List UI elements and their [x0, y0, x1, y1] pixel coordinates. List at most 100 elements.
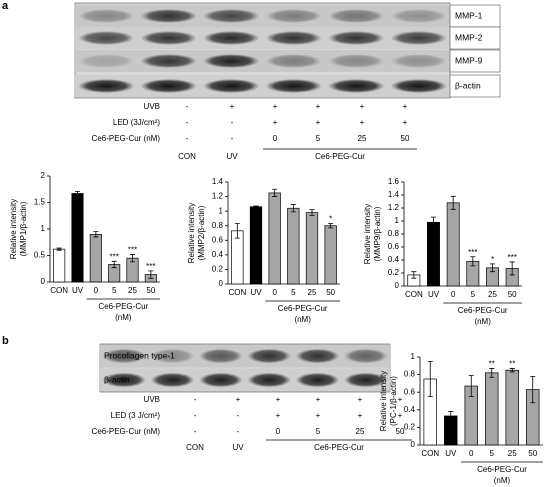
treatment-value: -	[231, 118, 234, 127]
significance-label: *	[329, 215, 332, 224]
bar	[71, 193, 84, 283]
significance-label: ***	[109, 252, 118, 261]
x-group-label: (nM)	[494, 476, 511, 485]
blot-band	[265, 78, 322, 94]
y-tick-label: 0.2	[404, 423, 416, 432]
blot-band	[247, 348, 291, 364]
treatment-label: UVB	[144, 395, 160, 404]
x-tick-label: 5	[291, 288, 296, 297]
blot-band	[78, 78, 135, 94]
blot-label: β-actin	[455, 80, 481, 90]
error-bar	[509, 368, 515, 373]
blot-band	[328, 30, 385, 46]
error-bar	[490, 263, 495, 273]
significance-label: **	[489, 360, 495, 369]
blot-label-box	[449, 49, 501, 73]
error-bar	[111, 260, 117, 269]
y-tick-label: 1.6	[388, 177, 400, 186]
x-tick-label: CON	[421, 449, 439, 458]
error-bar	[468, 375, 474, 397]
blot-band	[140, 30, 197, 46]
y-axis-label: Relative intensity	[363, 204, 372, 264]
x-tick-label: UV	[72, 286, 84, 295]
treatment-value: -	[186, 102, 189, 111]
error-bar	[290, 204, 296, 213]
y-tick-label: 0.6	[212, 235, 224, 244]
error-bar	[411, 271, 417, 279]
blot-band	[390, 30, 447, 46]
x-tick-label: 25	[488, 290, 497, 299]
blot-band	[203, 53, 260, 69]
x-tick-label: UV	[250, 288, 262, 297]
y-tick-label: 0	[219, 279, 224, 288]
error-bar	[272, 188, 278, 197]
y-tick-label: 0.2	[388, 268, 400, 277]
error-bar	[450, 195, 456, 210]
error-bar	[489, 368, 495, 378]
y-tick-label: 0.8	[404, 370, 416, 379]
y-axis-label: Relative intensity	[187, 203, 196, 263]
treatment-value: +	[360, 118, 365, 127]
y-tick-label: 0.4	[404, 405, 416, 414]
blot-band	[344, 372, 388, 388]
blot-label-box	[449, 74, 501, 98]
treatment-value: 50	[396, 427, 405, 436]
x-tick-label: 50	[528, 449, 537, 458]
significance-label: ***	[146, 262, 155, 271]
x-group-label: (nM)	[294, 315, 311, 324]
blot-band	[150, 348, 195, 364]
treatment-value: +	[403, 102, 408, 111]
bar	[485, 372, 499, 446]
blot-band	[390, 8, 447, 24]
panel-label: b	[2, 335, 9, 347]
x-tick-label: 0	[94, 286, 99, 295]
y-tick-label: 0.8	[212, 221, 224, 230]
group-label: CON	[178, 152, 196, 161]
significance-label: ***	[128, 246, 137, 255]
error-bar	[130, 254, 135, 263]
treatment-value: +	[358, 411, 363, 420]
error-bar	[448, 411, 454, 421]
x-tick-label: 25	[508, 449, 517, 458]
treatment-label: Ce6-PEG-Cur (nM)	[92, 427, 161, 436]
bar	[268, 192, 281, 285]
x-group-label: (nM)	[474, 317, 491, 326]
group-label: Ce6-PEG-Cur	[314, 443, 364, 452]
x-group-label: Ce6-PEG-Cur	[477, 465, 527, 474]
blot-label: MMP-1	[455, 10, 483, 20]
blot-band	[199, 348, 243, 364]
y-axis-label: (MMP2/β-actin)	[197, 205, 206, 260]
x-tick-label: CON	[228, 288, 246, 297]
y-tick-label: 1	[41, 224, 46, 233]
blot-band	[203, 30, 260, 46]
treatment-value: +	[398, 395, 403, 404]
y-tick-label: 0.6	[388, 242, 400, 251]
blot-band	[199, 372, 243, 388]
significance-label: *	[491, 255, 494, 264]
blot-band	[78, 53, 135, 69]
blot-band	[328, 53, 385, 69]
blot-band	[78, 30, 135, 46]
blot-label: MMP-9	[455, 55, 483, 65]
bar	[324, 225, 337, 285]
x-tick-label: 0	[272, 288, 277, 297]
treatment-value: 25	[358, 134, 367, 143]
y-tick-label: 1	[219, 206, 224, 215]
x-group-label: Ce6-PEG-Cur	[98, 302, 148, 311]
significance-label: **	[509, 360, 515, 369]
blot-band	[140, 8, 197, 24]
bar	[305, 212, 319, 285]
blot-label: Procollagen type-1	[104, 350, 175, 360]
y-axis-label: Relative intensity	[379, 371, 388, 431]
y-axis-label: (MMP9/β-actin)	[373, 206, 382, 261]
treatment-label: LED (3 J/cm²)	[111, 411, 161, 420]
error-bar	[93, 231, 99, 238]
treatment-value: +	[273, 118, 278, 127]
treatment-value: +	[276, 411, 281, 420]
bar	[427, 221, 440, 287]
bar	[231, 230, 244, 285]
x-tick-label: 25	[128, 286, 137, 295]
treatment-value: 5	[316, 427, 321, 436]
treatment-value: +	[316, 102, 321, 111]
